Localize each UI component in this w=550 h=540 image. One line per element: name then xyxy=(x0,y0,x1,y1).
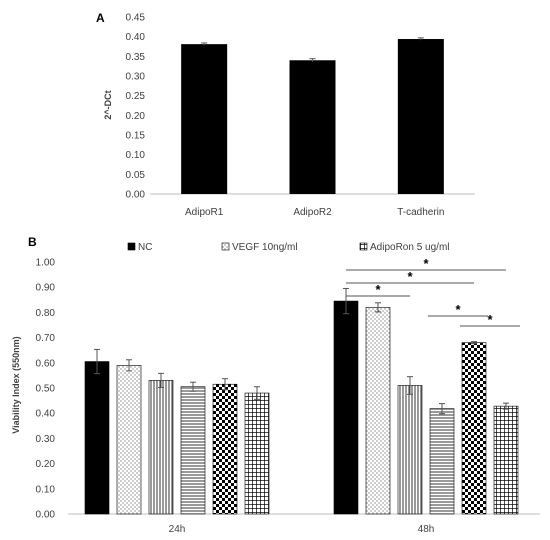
legend-swatch xyxy=(221,242,230,251)
y-tick-label-a: 0.00 xyxy=(126,190,146,201)
y-tick-label-b: 0.30 xyxy=(36,434,56,445)
bar-48h-dots xyxy=(365,307,391,515)
y-tick-label-b: 0.40 xyxy=(36,409,56,420)
legend-label: VEGF 10ng/ml xyxy=(232,242,298,253)
y-axis-label-a: 2^-DCt xyxy=(103,90,113,119)
significance-star: * xyxy=(375,282,381,297)
significance-star: * xyxy=(423,256,429,271)
legend-label: AdipoRon 5 ug/ml xyxy=(370,242,450,253)
y-tick-label-a: 0.40 xyxy=(126,32,146,43)
y-tick-label-b: 0.60 xyxy=(36,358,56,369)
bar-48h-grid xyxy=(493,405,519,515)
bar-48h-solid xyxy=(333,300,359,515)
bar-adipor2 xyxy=(289,60,336,195)
y-tick-label-a: 0.10 xyxy=(126,150,146,161)
y-tick-label-a: 0.20 xyxy=(126,111,146,122)
bar-24h-horizontal-lines xyxy=(180,386,206,515)
bar-t-cadherin xyxy=(397,39,444,194)
y-tick-label-a: 0.05 xyxy=(126,170,146,181)
bar-48h-checker xyxy=(461,342,487,515)
significance-star: * xyxy=(407,269,413,284)
bar-adipor1 xyxy=(181,44,228,194)
x-tick-label-a: AdipoR2 xyxy=(293,207,332,218)
legend-swatch xyxy=(359,242,368,251)
y-tick-label-b: 0.90 xyxy=(36,283,56,294)
y-axis-label-b: Viability Index (550nm) xyxy=(11,336,21,433)
y-tick-label-b: 0.20 xyxy=(36,459,56,470)
bar-24h-grid xyxy=(244,392,270,515)
y-tick-label-b: 0.80 xyxy=(36,308,56,319)
legend-swatch xyxy=(127,242,136,251)
y-tick-label-a: 0.25 xyxy=(126,91,146,102)
x-tick-label-b: 24h xyxy=(169,524,186,535)
legend-label: NC xyxy=(138,242,152,253)
x-tick-label-a: T-cadherin xyxy=(397,207,444,218)
bar-48h-vertical-lines xyxy=(397,385,423,515)
significance-star: * xyxy=(455,302,461,317)
y-tick-label-a: 0.30 xyxy=(126,72,146,83)
y-tick-label-b: 0.70 xyxy=(36,333,56,344)
y-tick-label-b: 0.50 xyxy=(36,384,56,395)
y-tick-label-b: 0.10 xyxy=(36,484,56,495)
y-tick-label-b: 1.00 xyxy=(36,258,56,269)
y-tick-label-a: 0.45 xyxy=(126,13,146,24)
significance-star: * xyxy=(487,312,493,327)
bar-24h-vertical-lines xyxy=(148,380,174,515)
panel-label-b: B xyxy=(28,235,37,249)
x-tick-label-b: 48h xyxy=(418,524,435,535)
bar-24h-checker xyxy=(212,383,238,515)
bar-24h-dots xyxy=(116,365,142,515)
panel-label-a: A xyxy=(96,11,105,25)
y-tick-label-b: 0.00 xyxy=(36,510,56,521)
bar-24h-solid xyxy=(84,361,110,515)
bar-48h-horizontal-lines xyxy=(429,408,455,515)
y-tick-label-a: 0.15 xyxy=(126,131,146,142)
x-tick-label-a: AdipoR1 xyxy=(185,207,224,218)
y-tick-label-a: 0.35 xyxy=(126,52,146,63)
